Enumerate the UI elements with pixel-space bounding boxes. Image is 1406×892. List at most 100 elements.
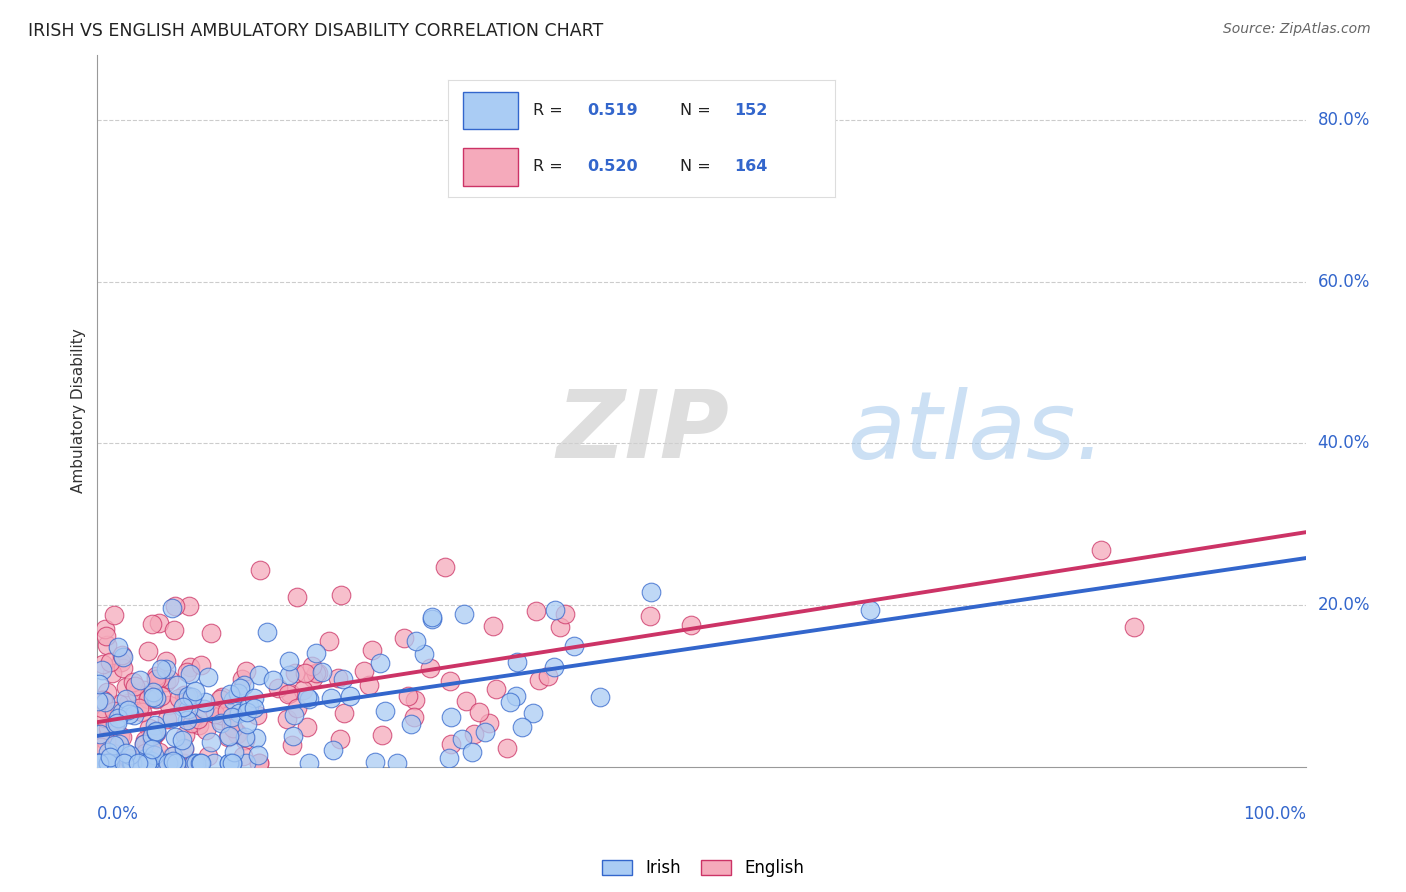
- Legend: Irish, English: Irish, English: [595, 853, 811, 884]
- Irish: [87, 677, 110, 691]
- English: [173, 742, 195, 756]
- Irish: [166, 677, 188, 691]
- Irish: [422, 612, 444, 626]
- English: [226, 727, 249, 741]
- English: [200, 625, 222, 640]
- English: [277, 687, 299, 701]
- English: [173, 688, 195, 702]
- Irish: [87, 756, 110, 770]
- English: [276, 712, 298, 726]
- English: [173, 756, 195, 770]
- Irish: [136, 756, 159, 770]
- Irish: [450, 731, 472, 746]
- English: [295, 720, 318, 734]
- Irish: [277, 654, 299, 668]
- Irish: [145, 690, 167, 705]
- Irish: [105, 716, 128, 731]
- English: [188, 718, 211, 732]
- English: [208, 713, 231, 727]
- English: [172, 756, 194, 770]
- English: [235, 664, 257, 678]
- English: [359, 678, 381, 692]
- English: [396, 689, 419, 703]
- Irish: [111, 650, 134, 665]
- Irish: [103, 738, 125, 752]
- English: [187, 712, 209, 726]
- Irish: [136, 756, 159, 770]
- Text: atlas.: atlas.: [846, 387, 1105, 478]
- Irish: [221, 756, 243, 770]
- English: [97, 723, 120, 737]
- English: [122, 675, 145, 690]
- Irish: [510, 720, 533, 734]
- English: [157, 698, 180, 712]
- Irish: [96, 756, 118, 770]
- English: [456, 694, 478, 708]
- Irish: [134, 738, 156, 752]
- Irish: [194, 695, 217, 709]
- English: [103, 704, 125, 718]
- Irish: [229, 681, 252, 696]
- Irish: [145, 723, 167, 738]
- English: [190, 657, 212, 672]
- English: [165, 599, 187, 614]
- Irish: [111, 705, 134, 719]
- Irish: [104, 756, 127, 770]
- English: [139, 756, 162, 770]
- Irish: [104, 717, 127, 731]
- English: [136, 691, 159, 706]
- English: [524, 604, 547, 618]
- Irish: [162, 756, 184, 770]
- Irish: [413, 647, 436, 661]
- English: [302, 671, 325, 685]
- English: [294, 665, 316, 680]
- Irish: [120, 747, 142, 762]
- English: [209, 692, 232, 706]
- Irish: [117, 703, 139, 717]
- Irish: [242, 691, 264, 706]
- Irish: [235, 716, 257, 731]
- Irish: [89, 727, 111, 741]
- English: [249, 563, 271, 577]
- Irish: [247, 747, 270, 762]
- Irish: [228, 706, 250, 720]
- English: [233, 733, 256, 747]
- English: [145, 672, 167, 686]
- English: [307, 665, 329, 680]
- English: [291, 683, 314, 698]
- Text: 40.0%: 40.0%: [1317, 434, 1369, 452]
- English: [285, 590, 308, 604]
- English: [231, 673, 253, 687]
- Irish: [184, 684, 207, 698]
- English: [434, 560, 457, 574]
- English: [285, 700, 308, 714]
- English: [165, 756, 187, 770]
- Text: Source: ZipAtlas.com: Source: ZipAtlas.com: [1223, 22, 1371, 37]
- English: [404, 709, 426, 723]
- English: [232, 748, 254, 763]
- Irish: [91, 756, 114, 770]
- Irish: [176, 714, 198, 728]
- Irish: [640, 584, 662, 599]
- Irish: [498, 695, 520, 709]
- Irish: [160, 711, 183, 725]
- English: [478, 715, 501, 730]
- English: [278, 686, 301, 700]
- English: [136, 740, 159, 755]
- Irish: [135, 751, 157, 765]
- English: [167, 691, 190, 706]
- Irish: [218, 756, 240, 770]
- English: [96, 629, 118, 643]
- Y-axis label: Ambulatory Disability: Ambulatory Disability: [72, 328, 86, 493]
- English: [197, 748, 219, 763]
- Irish: [221, 756, 243, 770]
- English: [148, 671, 170, 685]
- English: [179, 660, 201, 674]
- Irish: [245, 731, 267, 745]
- English: [94, 733, 117, 747]
- English: [329, 731, 352, 746]
- English: [209, 708, 232, 723]
- English: [89, 756, 111, 770]
- Irish: [420, 610, 443, 624]
- Irish: [87, 756, 110, 770]
